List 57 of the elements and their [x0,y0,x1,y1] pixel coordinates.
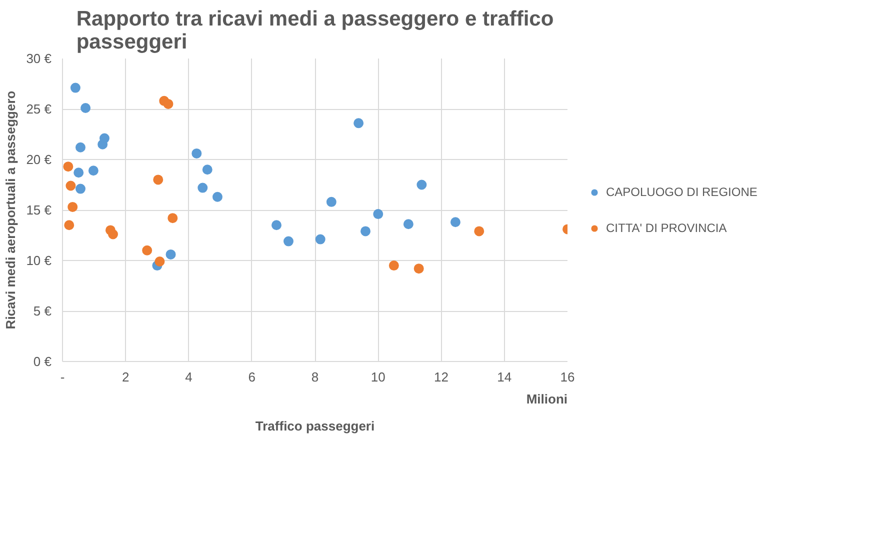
point [66,180,76,191]
point [99,133,110,144]
x-tick-label: 16 [560,370,575,384]
point [88,166,98,176]
point [326,196,336,207]
point [154,256,165,266]
point [166,249,176,260]
point [360,226,370,236]
point [192,148,202,158]
legend-label: CITTA' DI PROVINCIA [606,220,727,234]
point [198,182,208,193]
y-tick-label: 10 € [26,253,52,268]
x-tick-label: 14 [497,370,512,384]
point [388,260,399,271]
point [414,264,424,274]
chart-title: Rapporto tra ricavi medi a passeggero e traffico passeggeri [76,8,554,54]
point [142,245,152,256]
y-tick-label: 0 € [33,354,52,369]
x-tick-label: 10 [370,370,386,384]
x-tick-label: 8 [311,370,319,384]
point [271,220,282,230]
y-tick-label: 20 € [26,152,52,167]
x-tick-label: 2 [122,370,130,384]
point [80,103,91,113]
legend-label: CAPOLUOGO DI REGIONE [606,184,758,198]
point [153,174,164,185]
point [202,164,212,175]
point [74,168,84,178]
point [416,180,427,190]
point [212,192,222,202]
point [68,202,78,212]
point [450,217,460,228]
point [75,142,86,152]
point [474,226,484,236]
y-axis-title: Ricavi medi aeroportuali a passeggero [3,90,18,330]
x-axis-title: Traffico passeggeri [255,418,375,434]
point [283,236,294,246]
x-tick-label: 12 [434,370,448,384]
x-tick-label: 6 [248,370,256,384]
x-tick-label: - [60,370,65,384]
point [315,234,326,244]
point [64,220,74,230]
point [163,98,174,109]
point [63,162,74,172]
x-tick-label: 4 [185,370,192,384]
text: Milioni [526,392,568,406]
point [70,82,80,93]
point [373,209,384,220]
y-tick-label: 30 € [26,51,52,66]
point [75,184,86,194]
y-tick-label: 15 € [26,202,52,218]
point [108,229,118,240]
point [168,213,178,224]
y-tick-label: 5 € [33,304,52,318]
point [403,219,414,230]
point [354,118,364,128]
y-tick-label: 25 € [26,102,52,116]
